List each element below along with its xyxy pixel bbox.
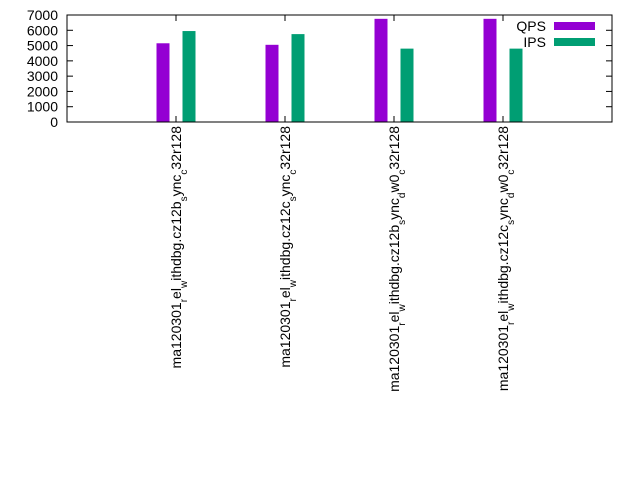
legend-label-qps: QPS [516,18,546,34]
bar-qps [156,43,170,122]
x-category-label: ma120301relwithdbg.cz12csyncdw0c32r128 [495,126,517,391]
legend-label-ips: IPS [523,34,546,50]
y-tick-label: 6000 [27,22,58,38]
bar-ips [509,48,523,122]
bar-qps [374,18,388,123]
x-category-label: ma120301relwithdbg.cz12csyncc32r128 [277,126,299,368]
bar-qps [265,44,279,122]
bar-ips [182,31,196,122]
x-category-label: ma120301relwithdbg.cz12bsyncdw0c32r128 [386,126,408,392]
x-category-label: ma120301relwithdbg.cz12bsyncc32r128 [168,126,190,369]
plot-frame [66,14,613,123]
y-tick-label: 0 [50,114,58,130]
legend-swatch-ips [554,38,595,46]
bar-ips [291,34,305,122]
y-tick-label: 7000 [27,7,58,23]
y-tick-label: 1000 [27,99,58,115]
x-axis-categories: ma120301relwithdbg.cz12bsyncc32r128 ma120… [168,15,517,392]
bar-qps [483,18,497,123]
legend-swatch-qps [554,22,595,30]
y-tick-label: 2000 [27,83,58,99]
y-tick-label: 3000 [27,68,58,84]
bar-ips [400,48,414,122]
y-tick-label: 4000 [27,53,58,69]
bars [156,18,523,123]
y-tick-label: 5000 [27,38,58,54]
